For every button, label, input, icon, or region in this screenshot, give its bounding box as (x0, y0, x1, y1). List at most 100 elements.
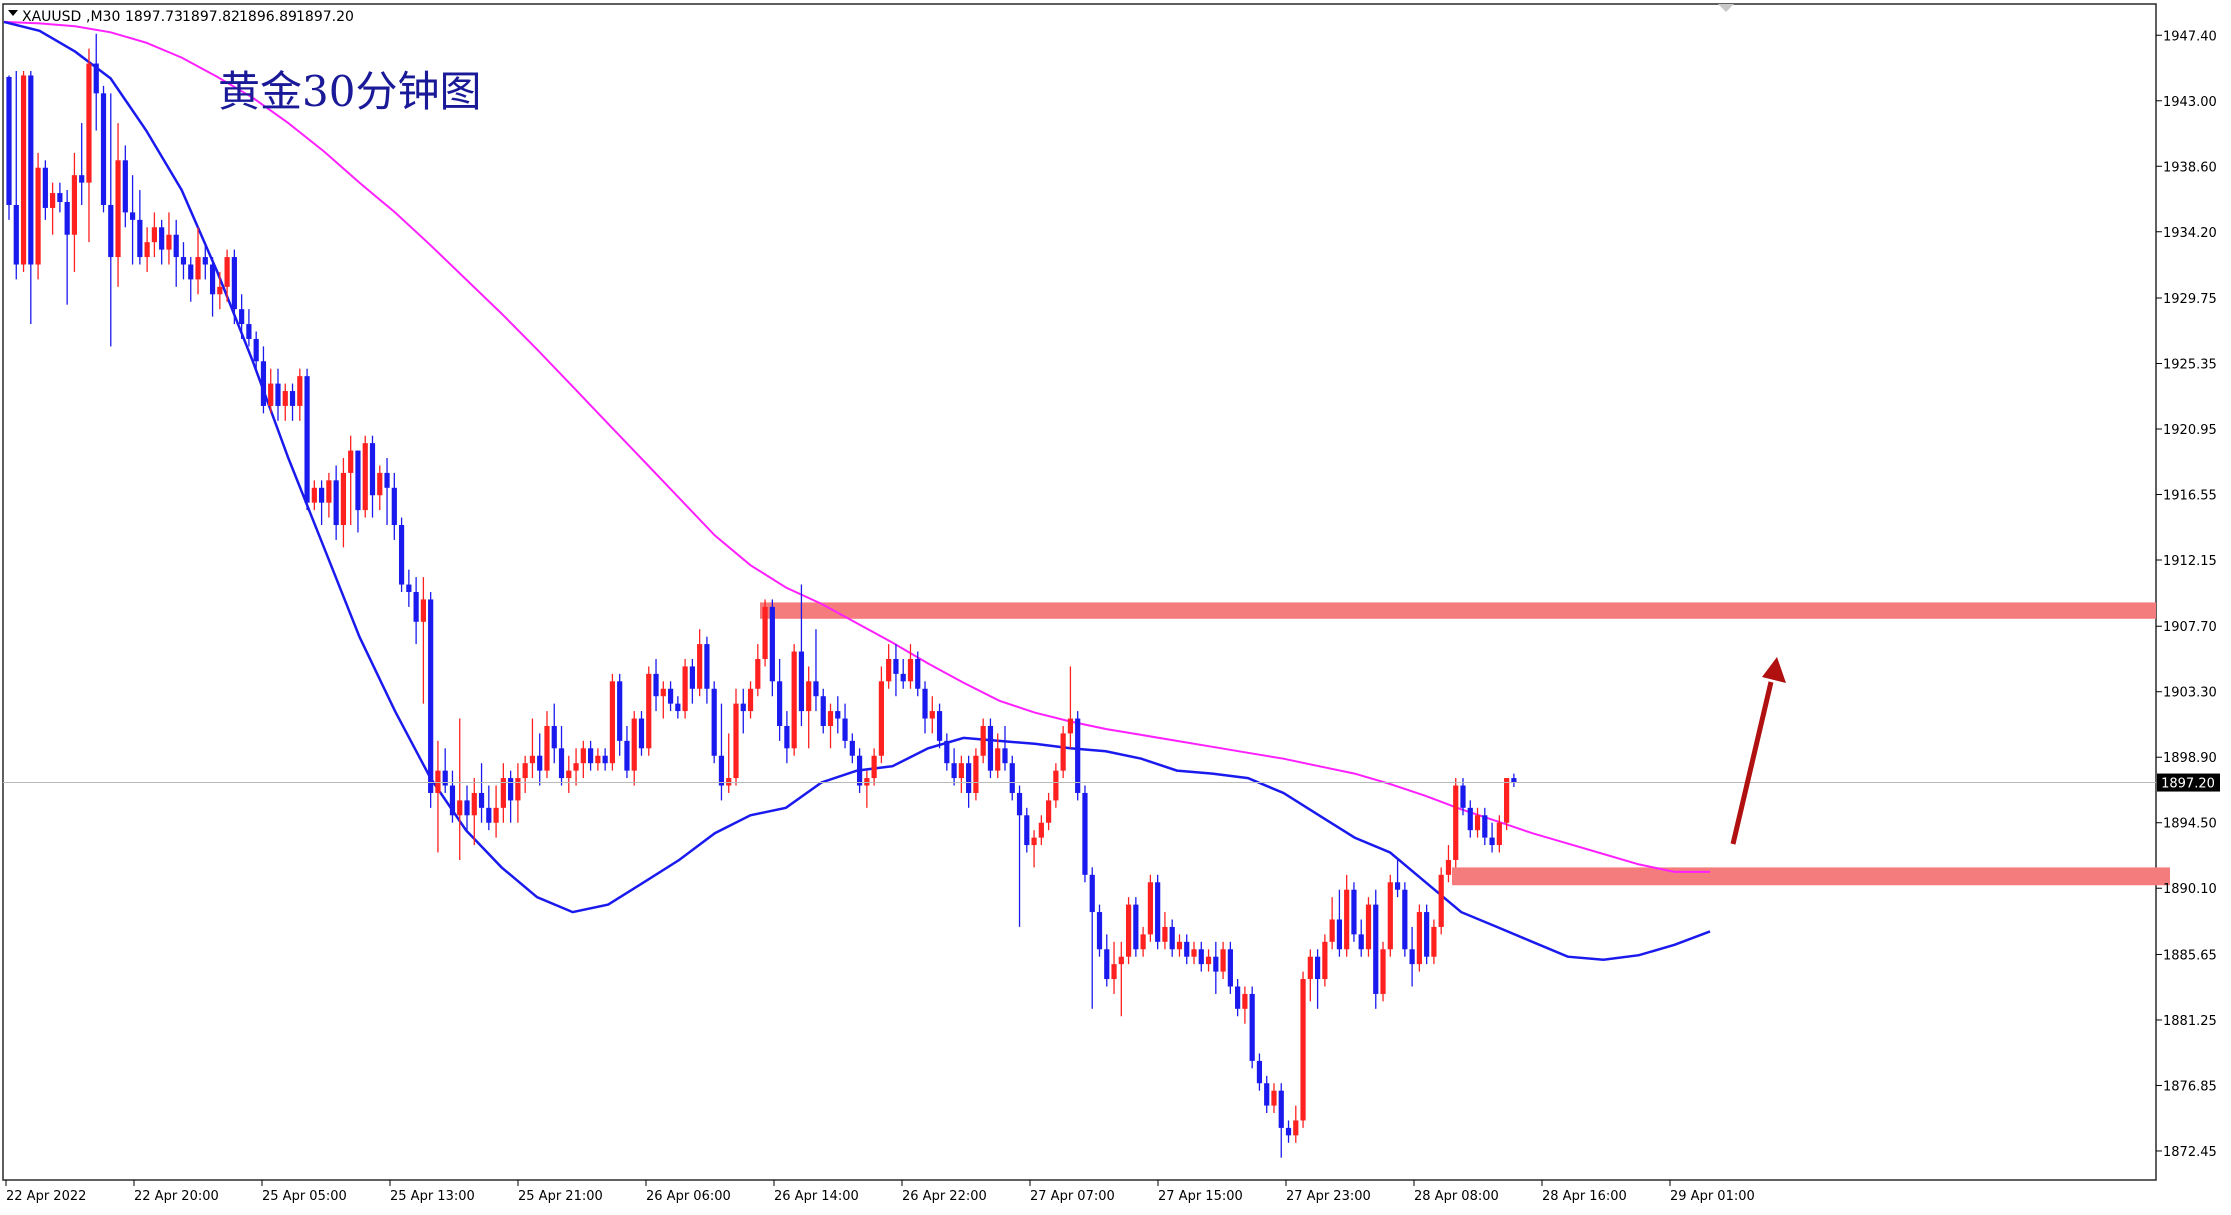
candle (319, 480, 325, 526)
candle (1082, 785, 1088, 883)
candle (755, 644, 761, 697)
time-tick-label: 25 Apr 21:00 (518, 1189, 603, 1204)
scroll-marker-icon[interactable] (1718, 4, 1734, 12)
candle (340, 458, 347, 548)
candle-body (1474, 815, 1481, 831)
time-tick-label: 29 Apr 01:00 (1670, 1189, 1755, 1204)
time-tick-label: 25 Apr 05:00 (262, 1189, 347, 1204)
price-tick-label: 1898.90 (2163, 751, 2217, 766)
candle (13, 70, 19, 280)
candle (275, 368, 281, 421)
candle-body (340, 472, 347, 526)
candle-body (784, 725, 790, 749)
candle-body (6, 76, 12, 205)
candle-body (1460, 785, 1466, 808)
candle-body (108, 204, 114, 258)
candle-body (1053, 770, 1059, 801)
candle (864, 770, 870, 808)
chart-title: 黄金30分钟图 (218, 67, 481, 116)
candle-body (86, 63, 92, 183)
candle (1053, 763, 1059, 808)
symbol-header: XAUUSD ,M30 1897.73 1897.82 1896.89 1897… (8, 9, 354, 25)
price-axis[interactable]: 1947.40 1943.00 1938.60 1934.20 1929.75 1925.… (2156, 29, 2217, 1160)
candle (580, 740, 586, 779)
candle (122, 145, 128, 228)
time-tick-label: 27 Apr 07:00 (1030, 1189, 1115, 1204)
candle-body (137, 219, 143, 258)
zones-layer (760, 602, 2170, 886)
candle-body (958, 763, 964, 779)
candle (871, 748, 877, 786)
candle (1344, 874, 1350, 957)
candle (1140, 926, 1146, 957)
candle-body (1089, 874, 1095, 913)
candle (464, 785, 470, 831)
candle (842, 703, 848, 749)
candle (391, 472, 397, 540)
candle-body (558, 748, 565, 779)
candle-body (202, 257, 208, 265)
candle-body (231, 257, 237, 310)
candle-body (1394, 882, 1401, 890)
price-tick-label: 1947.40 (2163, 29, 2217, 44)
candle (1184, 934, 1190, 965)
candle-body (900, 673, 906, 682)
candle (28, 70, 34, 325)
candle (508, 770, 514, 823)
candle (1096, 904, 1103, 957)
candle-body (726, 778, 732, 786)
candle-body (835, 711, 841, 719)
candle-body (537, 755, 543, 771)
candle-body (435, 770, 441, 793)
candle (1424, 904, 1430, 965)
candle-body (122, 160, 128, 213)
candle-body (180, 257, 187, 265)
candle-body (762, 606, 768, 659)
candle-body (1104, 949, 1110, 980)
candle-body (646, 673, 652, 749)
candle-body (355, 450, 361, 511)
candle (333, 465, 339, 540)
candle-body (13, 204, 19, 265)
candle-body (100, 93, 107, 205)
price-tick-label: 1934.20 (2163, 226, 2217, 241)
candle-body (1046, 800, 1052, 823)
candle-body (1162, 926, 1168, 942)
candle (166, 212, 172, 265)
candle-body (820, 696, 826, 726)
candle-body (907, 658, 914, 682)
candle (944, 733, 950, 771)
candle-body (449, 785, 456, 816)
candle (798, 584, 805, 726)
candle (217, 271, 223, 310)
candle (253, 331, 259, 369)
candle-body (697, 644, 703, 689)
candle (806, 666, 812, 749)
candle-body (1300, 979, 1306, 1121)
candle-body (1351, 889, 1357, 935)
candle (493, 785, 499, 838)
candle (1380, 941, 1386, 1002)
candle (827, 703, 834, 749)
candle (57, 182, 63, 213)
candle (500, 763, 506, 823)
candle (1504, 778, 1510, 831)
candle-body (573, 763, 579, 771)
candle (224, 249, 230, 302)
time-tick-label: 28 Apr 08:00 (1414, 1189, 1499, 1204)
candle-body (1067, 718, 1074, 734)
candle-body (966, 763, 972, 793)
candle (1024, 807, 1030, 853)
candle (1075, 711, 1081, 801)
header-dropdown-icon[interactable] (8, 10, 18, 16)
candle (20, 70, 27, 272)
candle (718, 703, 725, 801)
candle (137, 190, 143, 265)
candle-body (798, 651, 805, 712)
candle-body (980, 725, 986, 756)
candle-body (384, 472, 390, 488)
candle-body (544, 725, 550, 771)
time-axis[interactable]: 22 Apr 2022 22 Apr 20:00 25 Apr 05:00 25 Ap… (5, 1180, 1755, 1204)
